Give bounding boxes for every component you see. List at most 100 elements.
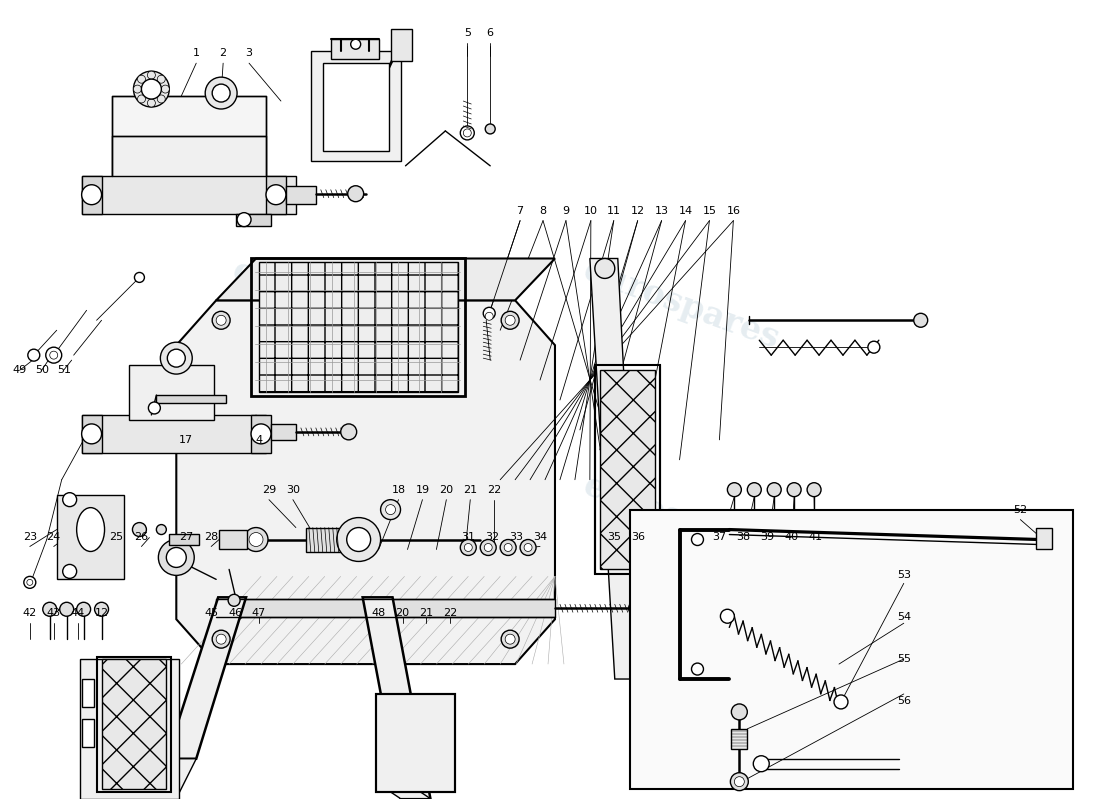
Circle shape	[138, 95, 145, 103]
Text: 35: 35	[607, 531, 620, 542]
Circle shape	[156, 525, 166, 534]
Text: 53: 53	[896, 570, 911, 580]
Circle shape	[28, 349, 40, 361]
Text: 3: 3	[245, 48, 253, 58]
Circle shape	[134, 273, 144, 282]
Circle shape	[133, 71, 169, 107]
Circle shape	[212, 311, 230, 330]
Text: 11: 11	[607, 206, 620, 216]
Circle shape	[348, 186, 364, 202]
Circle shape	[63, 565, 77, 578]
Text: 51: 51	[57, 365, 70, 375]
Bar	[217, 599, 556, 618]
Circle shape	[914, 314, 927, 327]
Circle shape	[167, 349, 185, 367]
Circle shape	[24, 576, 36, 588]
Circle shape	[147, 71, 155, 79]
Text: 5: 5	[464, 28, 471, 38]
Bar	[97, 657, 172, 792]
Circle shape	[138, 75, 145, 83]
Text: 17: 17	[179, 435, 194, 445]
Bar	[258, 262, 459, 392]
Circle shape	[132, 522, 146, 537]
Circle shape	[481, 539, 496, 555]
Bar	[156, 395, 227, 403]
Text: 31: 31	[461, 531, 475, 542]
Polygon shape	[146, 758, 196, 798]
Circle shape	[162, 85, 169, 93]
Text: 29: 29	[262, 485, 276, 494]
Circle shape	[341, 424, 356, 440]
Bar	[236, 214, 271, 226]
Bar	[664, 530, 729, 559]
Text: 19: 19	[416, 485, 429, 494]
Circle shape	[694, 565, 704, 574]
Circle shape	[157, 75, 165, 83]
Circle shape	[754, 756, 769, 772]
Bar	[286, 186, 316, 204]
Circle shape	[266, 185, 286, 205]
Circle shape	[502, 311, 519, 330]
Circle shape	[206, 77, 238, 109]
Polygon shape	[217, 258, 556, 300]
Bar	[266, 176, 286, 214]
Circle shape	[807, 482, 821, 497]
Circle shape	[228, 594, 240, 606]
Circle shape	[142, 79, 162, 99]
Bar	[57, 494, 124, 579]
Text: 26: 26	[134, 531, 148, 542]
Circle shape	[463, 129, 471, 137]
Circle shape	[81, 424, 101, 444]
Circle shape	[337, 518, 381, 562]
Bar	[375, 694, 455, 792]
Bar	[101, 659, 166, 789]
Text: 55: 55	[896, 654, 911, 664]
Bar	[111, 136, 266, 181]
Text: 36: 36	[630, 531, 645, 542]
Circle shape	[485, 124, 495, 134]
Circle shape	[161, 342, 192, 374]
Text: 39: 39	[760, 531, 774, 542]
Text: 30: 30	[286, 485, 300, 494]
Polygon shape	[176, 300, 556, 664]
Circle shape	[217, 634, 227, 644]
Circle shape	[81, 185, 101, 205]
Text: 8: 8	[539, 206, 547, 216]
Text: 21: 21	[419, 608, 433, 618]
Bar	[169, 534, 199, 546]
Bar	[306, 527, 341, 553]
Circle shape	[147, 99, 155, 107]
Text: 34: 34	[534, 531, 547, 542]
Text: 50: 50	[35, 365, 48, 375]
Ellipse shape	[77, 508, 104, 551]
Bar	[219, 530, 248, 550]
Text: 22: 22	[443, 608, 458, 618]
Circle shape	[505, 634, 515, 644]
Circle shape	[483, 307, 495, 319]
Circle shape	[662, 530, 693, 559]
Bar	[81, 415, 266, 453]
Text: 42: 42	[23, 608, 37, 618]
Bar	[629, 510, 1074, 789]
Text: 6: 6	[486, 28, 494, 38]
Bar	[331, 39, 378, 59]
Text: 56: 56	[896, 696, 911, 706]
Text: 48: 48	[372, 608, 386, 618]
Circle shape	[249, 533, 263, 546]
Circle shape	[460, 126, 474, 140]
Text: 9: 9	[562, 206, 570, 216]
Bar	[271, 424, 296, 440]
Circle shape	[767, 482, 781, 497]
Polygon shape	[590, 258, 640, 679]
Bar	[251, 415, 271, 453]
Text: 23: 23	[23, 531, 37, 542]
Circle shape	[727, 482, 741, 497]
Text: 44: 44	[70, 608, 85, 618]
Text: 25: 25	[109, 531, 123, 542]
Text: eurospares: eurospares	[579, 469, 784, 570]
Circle shape	[217, 315, 227, 326]
Circle shape	[629, 599, 647, 618]
Circle shape	[502, 630, 519, 648]
Text: 41: 41	[808, 531, 822, 542]
Circle shape	[43, 602, 57, 616]
